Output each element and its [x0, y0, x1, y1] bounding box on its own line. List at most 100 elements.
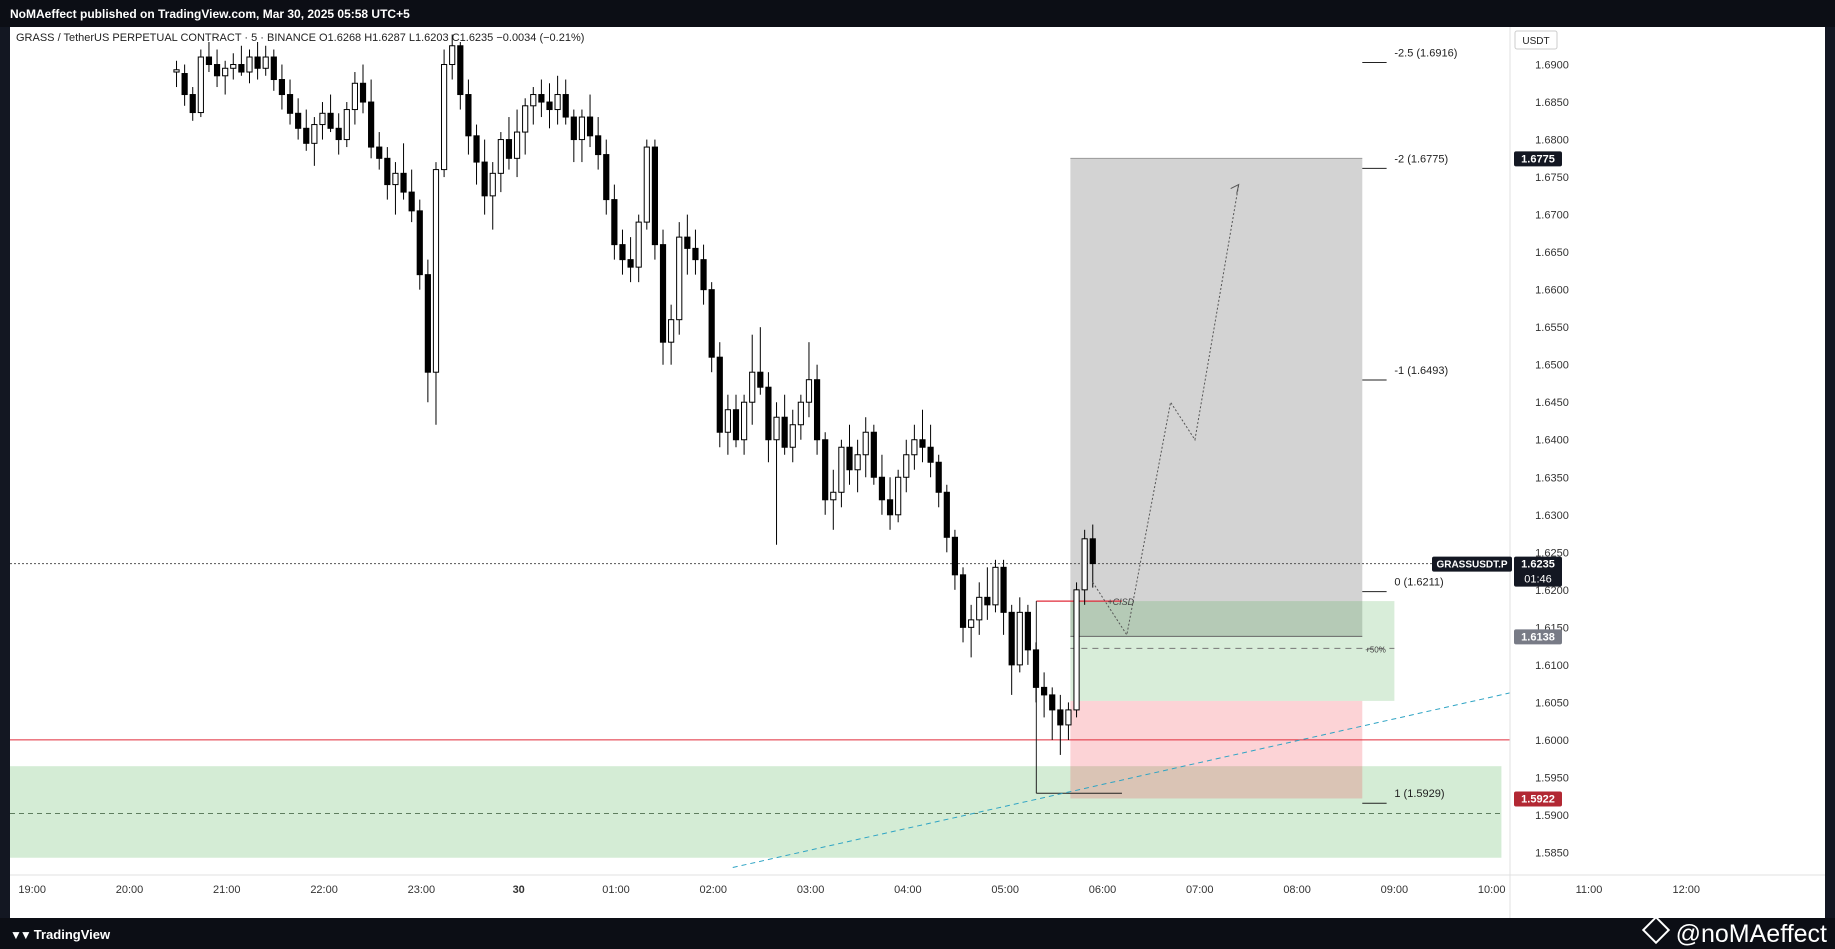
- candle-body: [1000, 566, 1007, 613]
- time-tick: 08:00: [1283, 884, 1311, 896]
- candle: [1089, 524, 1096, 588]
- price-tick: 1.5900: [1535, 810, 1569, 822]
- candle: [278, 64, 286, 110]
- candle: [473, 124, 480, 185]
- candle: [222, 60, 229, 95]
- fib-label: 1 (1.5929): [1394, 788, 1444, 800]
- chart-area[interactable]: +CISD +50% -2.5 (1.6916) -2 (1.6775) -1 (1.6…: [10, 27, 1825, 918]
- price-tick: 1.6000: [1535, 735, 1569, 747]
- candle: [1081, 529, 1088, 605]
- candle: [651, 139, 659, 260]
- time-tick: 01:00: [602, 884, 630, 896]
- candle: [1049, 687, 1056, 740]
- candle: [392, 162, 399, 215]
- candle-body: [351, 82, 358, 111]
- candle: [1065, 702, 1072, 740]
- candle: [505, 117, 513, 170]
- trendline: [732, 692, 1510, 868]
- time-tick: 02:00: [700, 884, 728, 896]
- projection-path: [1092, 184, 1240, 637]
- candle: [408, 169, 415, 223]
- price-tick: 1.5950: [1535, 772, 1569, 784]
- projection-arrowhead: [1230, 183, 1240, 194]
- price-tick: 1.6550: [1535, 322, 1569, 334]
- candle: [959, 567, 967, 643]
- candle: [911, 424, 918, 470]
- candle: [838, 439, 845, 508]
- candle: [538, 79, 545, 118]
- candle-body: [295, 112, 302, 129]
- candle-body: [319, 112, 326, 126]
- candle: [570, 109, 577, 163]
- candle-body: [659, 244, 667, 343]
- candle: [497, 132, 504, 193]
- stop-zone: [1070, 700, 1363, 799]
- candle: [416, 199, 423, 290]
- binance-diamond-icon: [1641, 915, 1670, 945]
- candle-body: [911, 439, 918, 456]
- price-tag-bg: [1514, 556, 1562, 587]
- time-tick: 09:00: [1381, 884, 1409, 896]
- candle-body: [400, 172, 407, 193]
- candle: [781, 394, 788, 455]
- candle-body: [489, 172, 496, 197]
- candle-body: [481, 161, 488, 197]
- candle-body: [984, 596, 991, 606]
- currency-box: [1514, 30, 1558, 50]
- candle-body: [465, 94, 472, 137]
- candle-body: [376, 146, 383, 159]
- candle-body: [684, 236, 691, 249]
- candle-body: [846, 446, 853, 471]
- candle: [213, 49, 221, 88]
- candle-body: [303, 127, 310, 144]
- candle: [173, 60, 180, 88]
- candle: [741, 394, 748, 455]
- time-tick: 03:00: [797, 884, 825, 896]
- candle: [254, 42, 261, 80]
- demand-zone: [10, 766, 1502, 858]
- candlestick-chart[interactable]: +CISD +50% -2.5 (1.6916) -2 (1.6775) -1 (1.6…: [10, 27, 1825, 918]
- fib-label: -2.5 (1.6916): [1394, 48, 1457, 60]
- candle: [465, 79, 472, 155]
- candle-body: [457, 45, 464, 96]
- target-zone: [1070, 158, 1363, 637]
- candle: [862, 417, 869, 478]
- candle-body: [384, 157, 391, 186]
- price-tick: 1.6400: [1535, 435, 1569, 447]
- candle-body: [327, 112, 334, 129]
- candle-body: [789, 424, 796, 448]
- candle: [627, 237, 634, 283]
- candle: [432, 162, 440, 425]
- candle-body: [919, 439, 926, 448]
- candle: [611, 184, 618, 260]
- candle-body: [643, 146, 650, 223]
- candle-body: [822, 439, 829, 501]
- candle-body: [1032, 649, 1040, 688]
- price-tick: 1.6700: [1535, 210, 1569, 222]
- candle-body: [838, 446, 845, 493]
- price-tag-text: 1.6775: [1521, 153, 1555, 165]
- publish-info: NoMAeffect published on TradingView.com,…: [10, 7, 410, 21]
- candle-body: [522, 105, 529, 133]
- candle: [1073, 582, 1080, 718]
- candle: [757, 327, 764, 395]
- candle: [424, 259, 431, 403]
- candle-body: [197, 56, 204, 114]
- time-tick: 20:00: [116, 884, 144, 896]
- candle: [262, 45, 269, 76]
- candle-body: [1016, 611, 1023, 666]
- price-tick: 1.6650: [1535, 247, 1569, 259]
- candle-body: [173, 69, 180, 73]
- candle: [1000, 559, 1007, 635]
- price-tick: 1.6250: [1535, 547, 1569, 559]
- candle: [343, 102, 350, 148]
- countdown-text: 01:46: [1524, 574, 1552, 586]
- candle-body: [570, 116, 577, 141]
- tradingview-logo[interactable]: ▼▼ TradingView: [10, 927, 110, 942]
- candle-body: [222, 67, 229, 77]
- candle: [984, 567, 991, 620]
- candle-body: [230, 64, 237, 69]
- candle: [749, 334, 756, 425]
- candle-body: [286, 94, 294, 114]
- time-tick: 30: [513, 884, 525, 896]
